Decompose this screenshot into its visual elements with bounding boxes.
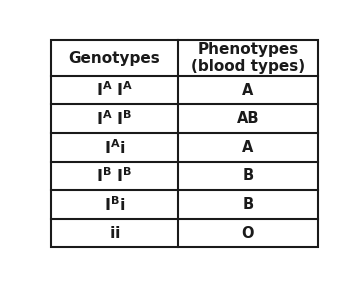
- Text: $\mathbf{I}^{\mathbf{B}}\ \mathbf{I}^{\mathbf{B}}$: $\mathbf{I}^{\mathbf{B}}\ \mathbf{I}^{\m…: [96, 167, 132, 185]
- Text: AB: AB: [237, 111, 259, 126]
- Text: $\mathbf{I}^{\mathbf{A}}\mathbf{i}$: $\mathbf{I}^{\mathbf{A}}\mathbf{i}$: [104, 138, 125, 157]
- Text: $\mathbf{I}^{\mathbf{A}}\ \mathbf{I}^{\mathbf{B}}$: $\mathbf{I}^{\mathbf{A}}\ \mathbf{I}^{\m…: [96, 109, 132, 128]
- Text: B: B: [242, 197, 253, 212]
- Text: B: B: [242, 168, 253, 184]
- Text: Genotypes: Genotypes: [69, 50, 161, 66]
- Text: O: O: [242, 226, 254, 241]
- Text: A: A: [242, 83, 253, 97]
- Text: $\mathbf{ii}$: $\mathbf{ii}$: [109, 225, 120, 241]
- Text: Phenotypes
(blood types): Phenotypes (blood types): [191, 42, 305, 74]
- Text: $\mathbf{I}^{\mathbf{B}}\mathbf{i}$: $\mathbf{I}^{\mathbf{B}}\mathbf{i}$: [104, 195, 125, 214]
- Text: A: A: [242, 140, 253, 155]
- Text: $\mathbf{I}^{\mathbf{A}}\ \mathbf{I}^{\mathbf{A}}$: $\mathbf{I}^{\mathbf{A}}\ \mathbf{I}^{\m…: [96, 81, 133, 99]
